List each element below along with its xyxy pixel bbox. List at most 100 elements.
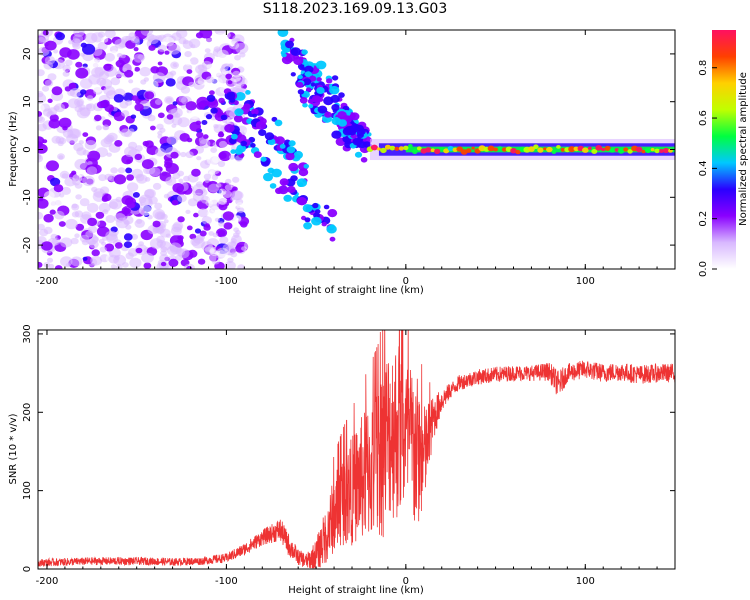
spectrogram-carrier-blob <box>582 147 589 153</box>
spectrogram-streak-blob <box>288 162 299 172</box>
spectrogram-streak-blob <box>277 30 289 37</box>
spectrogram-haze-blob <box>355 181 363 187</box>
spectrogram-haze-blob <box>318 163 326 169</box>
spectrogram-haze-blob <box>348 181 357 188</box>
spectrogram-streak-blob <box>245 90 251 95</box>
spectrogram-haze-blob <box>206 63 213 69</box>
spectrogram-carrier-blob <box>623 147 629 152</box>
spectrogram-haze-blob <box>348 254 360 264</box>
spectrogram-noise-blob <box>38 197 44 202</box>
spectrogram-carrier-blob <box>609 148 615 153</box>
spectrogram-noise-blob <box>65 218 78 230</box>
spectrogram-noise-blob <box>47 73 57 81</box>
spectrogram-streak-blob <box>297 89 305 95</box>
spectrogram-noise-blob <box>70 256 83 267</box>
spectrogram-noise-blob <box>240 221 248 228</box>
spectrogram-noise-blob <box>50 197 62 207</box>
spectrogram-haze-blob <box>311 143 324 154</box>
spectrogram-streak-blob <box>260 156 267 162</box>
spectrogram-noise-blob <box>125 167 133 174</box>
spectrogram-carrier-blob <box>447 145 454 152</box>
spectrogram-noise-blob <box>38 136 45 146</box>
spectrogram-noise-blob <box>88 59 99 68</box>
spectrogram-haze-blob <box>210 206 219 213</box>
spectrogram-streak-blob <box>315 60 327 70</box>
spectrogram-noise-blob <box>106 233 118 244</box>
spectrogram-noise-blob <box>82 149 90 156</box>
spectrogram-carrier-blob <box>377 147 381 151</box>
spectrogram-noise-blob <box>214 30 226 35</box>
spectrogram-noise-blob <box>123 241 133 249</box>
spectrogram-streak-blob <box>316 77 322 82</box>
spectrogram-haze-blob <box>353 233 364 242</box>
spectrogram-haze-blob <box>222 31 231 39</box>
spectrogram-noise-blob <box>44 55 56 65</box>
spectrogram-haze-blob <box>358 175 369 184</box>
spectrogram-haze-blob <box>311 153 323 163</box>
spectrogram-haze-blob <box>310 49 322 58</box>
spectrogram-noise-blob <box>65 59 73 66</box>
spectrogram-haze-blob <box>294 252 304 260</box>
spectrogram-streak-blob <box>210 107 218 114</box>
spectrogram-noise-blob <box>185 151 194 159</box>
spectrogram-noise-blob <box>71 203 78 209</box>
spectrogram-noise-blob <box>122 92 134 102</box>
spectrogram-noise-blob <box>84 32 98 44</box>
spectrogram-noise-blob <box>184 51 192 58</box>
spectrogram-streak-blob <box>348 128 357 136</box>
spectrogram-noise-blob <box>228 154 235 160</box>
spectrogram-noise-blob <box>38 111 43 117</box>
spectrogram-carrier-blob <box>551 149 557 154</box>
spectrogram-noise-blob <box>106 152 112 157</box>
spectrogram-noise-blob <box>58 155 64 160</box>
spectrogram-noise-blob <box>216 138 228 148</box>
spectrogram-haze-blob <box>278 125 286 132</box>
spectrogram-haze-blob <box>276 208 286 217</box>
spectrogram-noise-blob <box>192 183 206 195</box>
spectrogram-haze-blob <box>296 128 305 137</box>
spectrogram-haze-blob <box>355 174 368 184</box>
spectrogram-noise-blob <box>87 225 98 234</box>
spectrogram-noise-blob <box>168 258 179 267</box>
spectrogram-noise-blob <box>99 246 108 253</box>
spectrogram-haze-blob <box>321 54 329 61</box>
spectrogram-haze-blob <box>341 251 352 261</box>
spectrogram-noise-blob <box>159 241 171 251</box>
spectrogram-noise-blob <box>131 95 139 101</box>
spectrogram-noise-blob <box>101 36 109 43</box>
spectrogram-carrier-blob <box>416 146 422 151</box>
spectrogram-noise-blob <box>210 147 218 154</box>
spectrogram-noise-blob <box>177 248 190 259</box>
spectrogram-noise-blob <box>64 86 71 92</box>
spectrogram-noise-blob <box>62 126 68 131</box>
spectrogram-noise-blob <box>128 79 134 84</box>
spectrogram-haze-blob <box>255 194 266 204</box>
spectrogram-noise-blob <box>49 209 56 215</box>
spectrogram-noise-blob <box>141 159 154 170</box>
spectrogram-haze-blob <box>273 201 283 210</box>
spectrogram-noise-blob <box>50 177 61 187</box>
spectrogram-noise-blob <box>121 110 130 117</box>
spectrogram-noise-blob <box>185 209 191 214</box>
spectrogram-streak-blob <box>312 202 319 209</box>
spectrogram-noise-blob <box>144 189 155 199</box>
spectrogram-noise-blob <box>113 254 127 266</box>
spectrogram-noise-blob <box>235 42 249 54</box>
spectrogram-streak-blob <box>293 56 304 66</box>
spectrogram-noise-blob <box>172 221 184 231</box>
spectrogram-noise-blob <box>61 198 73 208</box>
spectrogram-streak-blob <box>303 164 310 169</box>
spectrogram-noise-blob <box>171 123 177 128</box>
spectrogram-streak-blob <box>240 140 248 147</box>
spectrogram-noise-blob <box>204 159 212 166</box>
spectrogram-noise-blob <box>38 261 43 268</box>
spectrogram-noise-blob <box>97 31 106 38</box>
spectrogram-noise-blob <box>115 59 126 68</box>
spectrogram-haze-blob <box>263 50 271 57</box>
spectrogram-noise-blob <box>62 71 70 77</box>
spectrogram-streak-blob <box>349 112 360 121</box>
spectrogram-noise-blob <box>157 61 163 66</box>
spectrogram-noise-blob <box>204 223 210 228</box>
spectrogram-noise-blob <box>71 170 77 175</box>
